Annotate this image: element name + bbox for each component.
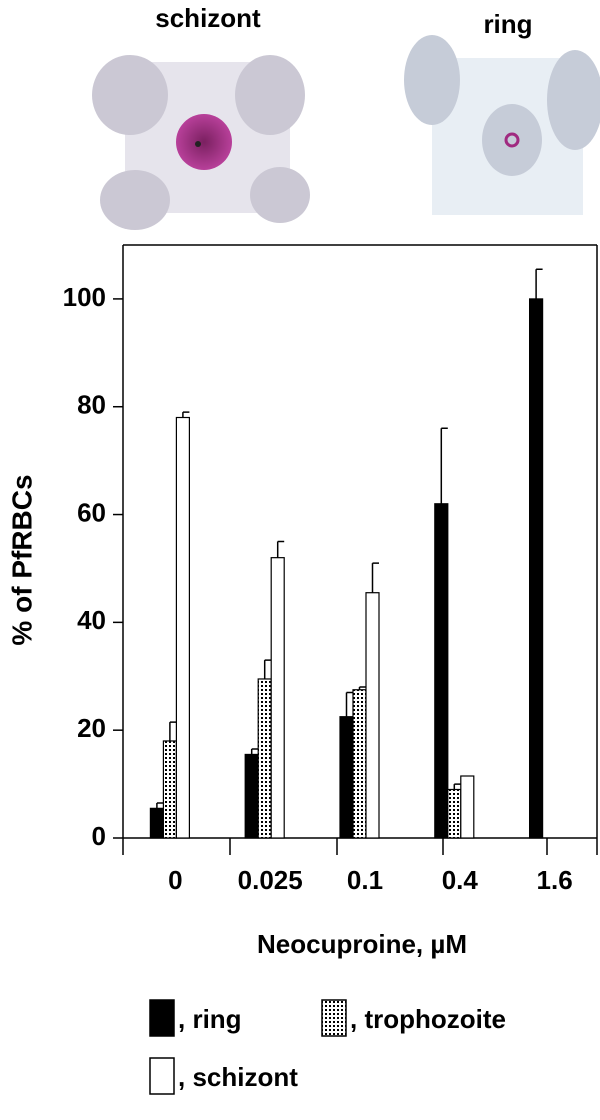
x-axis-label: Neocuproine, µM xyxy=(257,929,467,959)
bar xyxy=(365,592,380,839)
error-bar xyxy=(250,748,259,755)
y-axis-label: % of PfRBCs xyxy=(6,474,37,645)
legend-label: , schizont xyxy=(178,1062,298,1092)
y-tick-label: 100 xyxy=(63,282,106,312)
legend-label: , ring xyxy=(178,1004,242,1034)
bar xyxy=(447,788,462,839)
error-bar xyxy=(169,721,177,741)
bar xyxy=(460,775,475,839)
x-tick-label: 0.025 xyxy=(238,865,303,895)
bar xyxy=(528,298,544,839)
bar xyxy=(339,716,354,839)
error-bar xyxy=(453,783,461,790)
x-tick-label: 1.6 xyxy=(537,865,573,895)
bar xyxy=(162,740,177,839)
image-label: schizont xyxy=(155,3,261,33)
bar xyxy=(149,807,164,839)
bar xyxy=(434,503,449,839)
error-bar xyxy=(358,686,366,690)
micrograph xyxy=(92,55,310,230)
error-bar xyxy=(345,691,353,717)
y-tick-label: 20 xyxy=(77,713,106,743)
error-bar xyxy=(276,540,285,558)
y-tick-label: 60 xyxy=(77,497,106,527)
bar xyxy=(270,557,285,839)
error-bar xyxy=(440,427,448,504)
error-bar xyxy=(182,411,190,418)
y-tick-label: 40 xyxy=(77,605,106,635)
bar xyxy=(352,689,367,839)
x-tick-label: 0 xyxy=(168,865,182,895)
legend-swatch xyxy=(321,999,347,1037)
y-tick-label: 0 xyxy=(92,821,106,851)
y-tick-label: 80 xyxy=(77,390,106,420)
bar xyxy=(244,753,259,839)
error-bar xyxy=(156,802,164,809)
x-tick-label: 0.4 xyxy=(442,865,479,895)
error-bar xyxy=(371,562,379,593)
image-label: ring xyxy=(483,9,532,39)
x-tick-label: 0.1 xyxy=(347,865,383,895)
legend-swatch xyxy=(149,999,175,1037)
legend-label: , trophozoite xyxy=(350,1004,506,1034)
legend-swatch xyxy=(149,1057,175,1095)
bar xyxy=(175,416,190,839)
error-bar xyxy=(535,268,543,299)
micrograph xyxy=(404,35,600,215)
error-bar xyxy=(263,659,272,679)
bar xyxy=(257,678,272,839)
